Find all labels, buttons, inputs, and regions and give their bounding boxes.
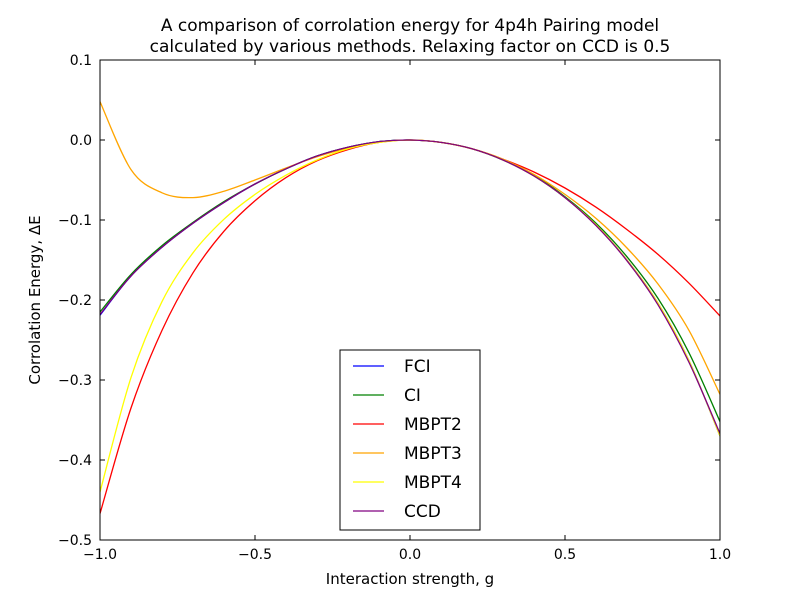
ticks-layer: −1.0 −0.5 0.0 0.5 1.00.10.0−0.1−0.2−0.3−0.4−… (58, 53, 731, 563)
legend-label-fci: FCI (404, 357, 431, 377)
x-tick-label: −0.5 (238, 547, 272, 563)
legend-label-mbpt3: MBPT3 (404, 444, 462, 464)
x-tick-label: 0.0 (399, 547, 421, 563)
x-tick-label: 1.0 (709, 547, 731, 563)
legend-box (339, 349, 481, 531)
chart-title-line-1: A comparison of corrolation energy for 4… (161, 16, 659, 36)
legend-label-ci: CI (404, 386, 421, 406)
y-tick-label: −0.4 (58, 453, 92, 469)
y-tick-label: 0.1 (70, 53, 92, 69)
x-axis-label: Interaction strength, g (326, 570, 494, 588)
series-layer (100, 101, 720, 514)
y-tick-label: −0.2 (58, 293, 92, 309)
y-tick-label: 0.0 (70, 133, 92, 149)
x-tick-label: −1.0 (83, 547, 117, 563)
legend-label-mbpt4: MBPT4 (404, 473, 462, 493)
y-tick-label: −0.5 (58, 533, 92, 549)
y-tick-label: −0.3 (58, 373, 92, 389)
legend: FCI CI MBPT2 MBPT3 MBPT4 CCD (339, 349, 481, 531)
legend-label-mbpt2: MBPT2 (404, 415, 462, 435)
y-axis-label: Corrolation Energy, ΔE (26, 215, 44, 384)
y-tick-label: −0.1 (58, 213, 92, 229)
series-line-ccd (100, 139, 720, 434)
chart-title-line-2: calculated by various methods. Relaxing … (150, 37, 671, 57)
x-tick-label: 0.5 (554, 547, 576, 563)
legend-label-ccd: CCD (404, 502, 441, 522)
